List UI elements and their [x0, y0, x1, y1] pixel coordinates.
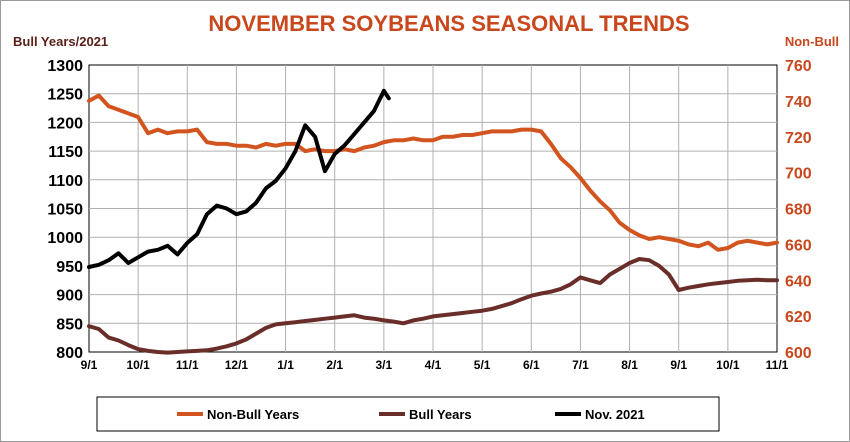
- x-tick-label: 5/1: [474, 358, 491, 372]
- right-axis-label: Non-Bull: [785, 34, 839, 49]
- left-tick-label: 1000: [47, 230, 83, 247]
- right-tick-label: 620: [785, 309, 812, 326]
- right-tick-label: 760: [785, 58, 812, 75]
- left-axis-label: Bull Years/2021: [13, 34, 108, 49]
- x-tick-label: 3/1: [376, 358, 393, 372]
- x-tick-label: 12/1: [225, 358, 249, 372]
- left-tick-label: 1100: [48, 173, 83, 190]
- right-axis-ticks: 760 740 720 700 680 660 640 620 600: [785, 58, 812, 362]
- legend-label-1: Non-Bull Years: [207, 407, 299, 422]
- left-tick-label: 950: [56, 259, 83, 276]
- left-tick-label: 900: [56, 288, 83, 305]
- legend-label-3: Nov. 2021: [585, 407, 645, 422]
- left-tick-label: 1250: [47, 87, 83, 104]
- x-tick-label: 6/1: [523, 358, 540, 372]
- x-axis-ticks: 9/1 10/1 11/1 12/1 1/1 2/1 3/1 4/1 5/1 6/1 7/1 8/1 9…: [81, 358, 789, 372]
- right-tick-label: 660: [785, 237, 812, 254]
- x-tick-label: 4/1: [425, 358, 442, 372]
- series-line-3: [87, 88, 391, 269]
- left-tick-label: 1200: [47, 115, 83, 132]
- legend-label-2: Bull Years: [409, 407, 472, 422]
- right-tick-label: 600: [785, 345, 812, 362]
- series-lines: [87, 88, 779, 355]
- left-tick-label: 850: [56, 316, 83, 333]
- x-tick-label: 8/1: [621, 358, 638, 372]
- chart-title: NOVEMBER SOYBEANS SEASONAL TRENDS: [208, 11, 689, 36]
- left-tick-label: 1300: [47, 58, 83, 75]
- right-tick-label: 740: [785, 94, 812, 111]
- series-line-2: [87, 257, 779, 355]
- right-tick-label: 680: [785, 202, 812, 219]
- x-tick-label: 1/1: [277, 358, 294, 372]
- x-tick-label: 9/1: [81, 358, 98, 372]
- x-tick-label: 9/1: [670, 358, 687, 372]
- left-tick-label: 1050: [47, 202, 83, 219]
- right-tick-label: 640: [785, 273, 812, 290]
- x-tick-label: 11/1: [766, 358, 789, 372]
- x-tick-label: 10/1: [716, 358, 740, 372]
- series-line-1: [87, 93, 779, 252]
- right-tick-label: 700: [785, 166, 812, 183]
- x-tick-label: 11/1: [176, 358, 199, 372]
- x-tick-label: 10/1: [126, 358, 150, 372]
- x-tick-label: 7/1: [572, 358, 589, 372]
- legend: Non-Bull Years Bull Years Nov. 2021: [177, 407, 645, 422]
- left-tick-label: 800: [56, 345, 83, 362]
- left-tick-label: 1150: [48, 144, 83, 161]
- x-tick-label: 2/1: [326, 358, 343, 372]
- right-tick-label: 720: [785, 130, 812, 147]
- left-axis-ticks: 1300 1250 1200 1150 1100 1050 1000 950 900 850 800: [47, 58, 83, 362]
